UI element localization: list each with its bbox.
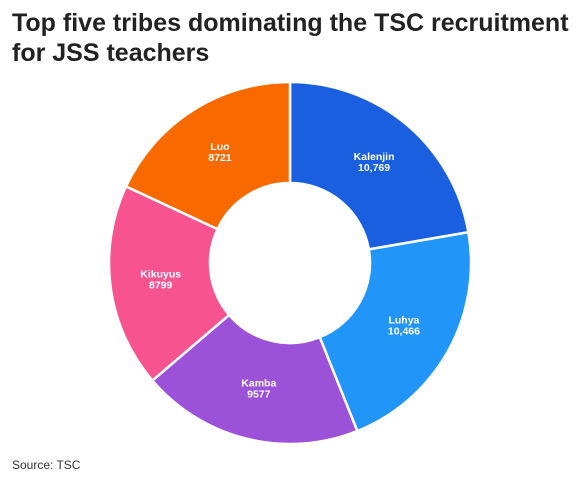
slice-label-kalenjin: Kalenjin bbox=[354, 151, 395, 163]
slice-value-kikuyus: 8799 bbox=[149, 280, 173, 292]
slice-kamba bbox=[151, 313, 359, 446]
slice-value-kalenjin: 10,769 bbox=[358, 162, 390, 174]
slice-value-luo: 8721 bbox=[208, 152, 232, 164]
slice-label-kamba: Kamba bbox=[241, 378, 276, 390]
slice-label-luhya: Luhya bbox=[388, 315, 419, 327]
slice-value-kamba: 9577 bbox=[247, 389, 271, 401]
slice-kikuyus bbox=[107, 185, 231, 382]
donut-slices bbox=[107, 80, 473, 446]
slice-label-luo: Luo bbox=[210, 141, 229, 153]
source-note: Source: TSC bbox=[12, 458, 81, 472]
slice-label-kikuyus: Kikuyus bbox=[140, 269, 181, 281]
chart-title: Top five tribes dominating the TSC recru… bbox=[12, 9, 569, 67]
slice-kalenjin bbox=[288, 80, 470, 251]
slice-luhya bbox=[318, 230, 473, 433]
slice-value-luhya: 10,466 bbox=[388, 326, 420, 338]
slice-luo bbox=[124, 80, 292, 231]
